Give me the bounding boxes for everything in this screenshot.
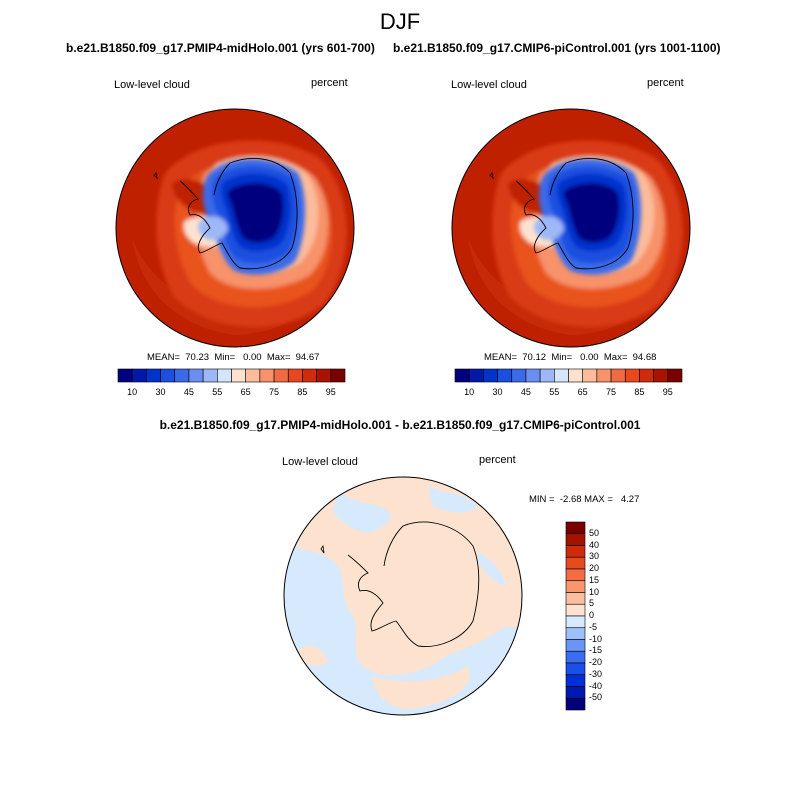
colorbar-box [565,686,586,699]
colorbar-box [565,592,586,605]
colorbar-tick-label: -5 [589,621,598,632]
panel-3-colorbar [565,521,586,711]
colorbar-tick-label: 0 [589,610,595,620]
colorbar-tick-label: 65 [577,387,588,397]
panel-2-stats: MEAN= 70.12 Min= 0.00 Max= 94.68 [484,352,657,363]
colorbar-box [565,639,586,652]
colorbar-box [302,368,317,383]
colorbar-box [565,521,586,535]
colorbar-tick-label: 30 [589,551,600,562]
panel-3-map [283,476,523,716]
colorbar-box [596,368,612,383]
colorbar-box [624,368,640,383]
colorbar-box [316,368,332,383]
colorbar-box [146,368,161,383]
colorbar-tick-label: 5 [589,598,595,609]
panel-2-units: percent [647,77,684,89]
colorbar-tick-label: -20 [589,657,603,667]
colorbar-box [497,368,513,383]
colorbar-tick-label: 95 [662,387,673,397]
colorbar-box [565,568,586,582]
colorbar-tick-label: 50 [589,527,600,538]
colorbar-tick-label: 30 [492,387,503,397]
colorbar-box [174,368,190,383]
panel-2-title: b.e21.B1850.f09_g17.CMIP6-piControl.001 … [393,41,721,55]
colorbar-box [131,368,147,383]
panel-1-map [115,108,355,348]
colorbar-box [231,368,246,383]
panel-1-stats: MEAN= 70.23 Min= 0.00 Max= 94.67 [147,352,320,363]
colorbar-tick-label: 20 [589,563,600,573]
colorbar-tick-label: -40 [589,680,603,691]
colorbar-tick-label: 10 [464,387,475,397]
colorbar-box [565,650,586,664]
colorbar-box [468,368,484,383]
colorbar-box [565,556,586,570]
panel-3-title: b.e21.B1850.f09_g17.PMIP4-midHolo.001 - … [159,418,641,432]
colorbar-box [667,368,683,383]
colorbar-box [565,615,586,629]
colorbar-tick-label: 40 [589,539,600,550]
colorbar-box [565,627,586,640]
colorbar-box [582,368,598,383]
colorbar-tick-label: 10 [127,387,138,397]
colorbar-tick-label: 10 [589,586,600,597]
panel-1-units: percent [311,77,348,89]
colorbar-tick-label: 55 [549,387,560,397]
colorbar-box [568,368,583,383]
colorbar-box [217,368,232,383]
colorbar-box [117,368,133,383]
colorbar-tick-label: -30 [589,668,603,679]
figure-title: DJF [379,9,421,34]
colorbar-box [188,368,204,383]
colorbar-tick-label: 45 [520,387,531,397]
colorbar-box [245,368,261,383]
colorbar-box [483,368,498,383]
colorbar-box [454,368,470,383]
colorbar-box [330,368,346,383]
colorbar-box [653,368,669,383]
colorbar-box [565,580,586,593]
colorbar-tick-label: 55 [212,387,223,397]
colorbar-box [639,368,654,383]
colorbar-tick-label: 65 [240,387,251,397]
colorbar-box [554,368,569,383]
colorbar-box [259,368,275,383]
colorbar-tick-label: 95 [325,387,336,397]
colorbar-tick-label: 85 [634,387,645,397]
colorbar-box [160,368,176,383]
colorbar-box [565,662,586,676]
colorbar-tick-label: 45 [183,387,194,397]
colorbar-box [565,674,586,687]
panel-2-map [451,108,691,348]
colorbar-tick-label: 75 [606,387,617,397]
colorbar-box [610,368,626,383]
panel-3-variable: Low-level cloud [282,456,358,468]
colorbar-tick-label: -50 [589,692,603,703]
panel-3-stats: MIN = -2.68 MAX = 4.27 [529,494,640,505]
panel-1-colorbar [117,368,346,383]
colorbar-box [511,368,527,383]
panel-2-variable: Low-level cloud [451,79,527,91]
panel-3-units: percent [479,454,516,466]
colorbar-tick-label: -15 [589,645,603,656]
colorbar-box [565,697,586,711]
colorbar-tick-label: -10 [589,633,603,644]
colorbar-tick-label: 15 [589,574,600,585]
colorbar-box [202,368,218,383]
colorbar-box [565,533,586,546]
colorbar-box [565,545,586,558]
colorbar-box [525,368,541,383]
panel-1-title: b.e21.B1850.f09_g17.PMIP4-midHolo.001 (y… [66,41,375,55]
panel-2-colorbar [454,368,683,383]
colorbar-tick-label: 85 [297,387,308,397]
colorbar-box [565,603,586,617]
colorbar-tick-label: 75 [269,387,280,397]
colorbar-box [273,368,289,383]
panel-1-variable: Low-level cloud [114,79,190,91]
colorbar-box [539,368,555,383]
colorbar-tick-label: 30 [155,387,166,397]
colorbar-box [287,368,303,383]
